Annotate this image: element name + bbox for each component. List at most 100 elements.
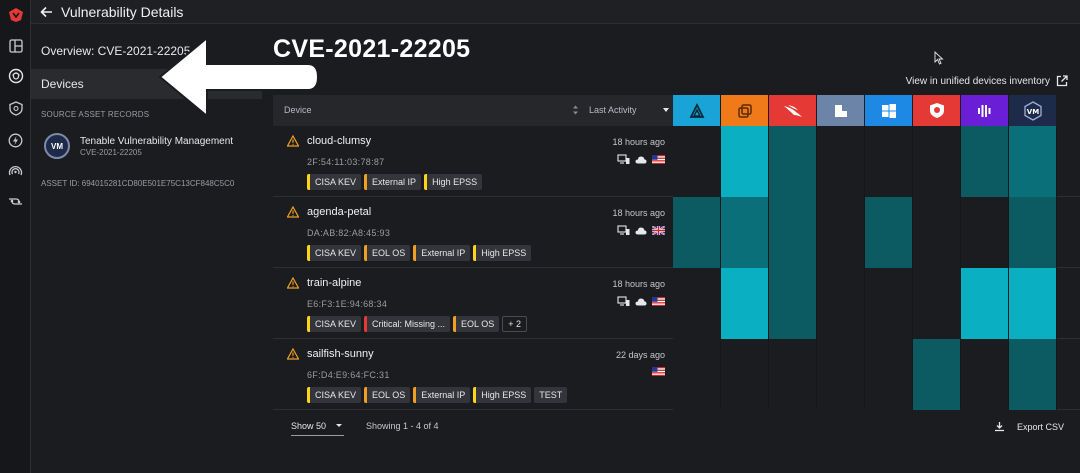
asset-id: ASSET ID: 694015281CD80E501E75C13CF848C5…	[41, 179, 235, 188]
view-inventory-label: View in unified devices inventory	[905, 75, 1050, 87]
source-cell[interactable]	[961, 126, 1009, 197]
falcon-logo-icon[interactable]	[769, 95, 817, 126]
devices-icon	[617, 296, 630, 307]
tag-badge: CISA KEV	[307, 387, 362, 403]
source-cell[interactable]	[673, 268, 721, 339]
tag-badge: CISA KEV	[307, 174, 362, 190]
source-cell[interactable]	[961, 339, 1009, 410]
mouse-cursor-icon	[934, 51, 944, 65]
source-cell[interactable]	[721, 339, 769, 410]
square-app-logo-icon[interactable]	[817, 95, 865, 126]
download-icon	[995, 422, 1004, 432]
dashboard-icon[interactable]	[0, 35, 31, 57]
table-row[interactable]: sailfish-sunny 6F:D4:E9:64:FC:31 CISA KE…	[273, 339, 1080, 410]
top-bar: Vulnerability Details	[31, 0, 1080, 24]
tag-badge: TEST	[534, 387, 568, 403]
device-name[interactable]: agenda-petal	[307, 206, 372, 218]
source-cell[interactable]	[817, 268, 865, 339]
devices-icon	[617, 154, 630, 165]
source-cell[interactable]	[865, 197, 913, 268]
stack-logo-icon[interactable]	[721, 95, 769, 126]
warning-icon	[287, 277, 299, 289]
tag-badge: EOL OS	[453, 316, 500, 332]
source-cell[interactable]	[769, 197, 817, 268]
source-cell[interactable]	[769, 268, 817, 339]
source-cell[interactable]	[865, 126, 913, 197]
device-name[interactable]: sailfish-sunny	[307, 348, 374, 360]
tag-badge: EOL OS	[364, 245, 411, 261]
lightning-icon[interactable]	[0, 129, 31, 151]
source-cell[interactable]	[913, 126, 961, 197]
source-cell[interactable]	[817, 197, 865, 268]
vulnerability-icon[interactable]	[0, 65, 31, 87]
external-link-icon	[1056, 75, 1068, 87]
source-cell[interactable]	[1009, 268, 1057, 339]
svg-text:VM: VM	[1026, 108, 1038, 116]
export-csv-button[interactable]: Export CSV	[994, 421, 1064, 432]
tag-badge: External IP	[364, 174, 422, 190]
page-size-select[interactable]: Show 50	[291, 421, 345, 436]
devices-icon	[617, 225, 630, 236]
more-tags-button[interactable]: + 2	[502, 316, 527, 332]
back-arrow-icon[interactable]	[31, 0, 61, 24]
sort-icon[interactable]	[572, 104, 579, 116]
device-name[interactable]: train-alpine	[307, 277, 362, 289]
page-size-label: Show 50	[291, 421, 327, 431]
source-record-subtitle: CVE-2021-22205	[80, 147, 142, 157]
source-cell[interactable]	[913, 268, 961, 339]
source-cell[interactable]	[817, 339, 865, 410]
connectors-icon[interactable]	[0, 190, 31, 212]
radar-icon[interactable]	[0, 160, 31, 182]
source-cell[interactable]	[913, 197, 961, 268]
last-activity: 22 days ago	[615, 350, 665, 360]
source-cell[interactable]	[721, 197, 769, 268]
source-cell[interactable]	[817, 126, 865, 197]
cloud-icon	[635, 227, 647, 235]
source-cell[interactable]	[673, 126, 721, 197]
source-record-item[interactable]: VM Tenable Vulnerability Management CVE-…	[41, 129, 256, 163]
source-cell[interactable]	[721, 268, 769, 339]
column-header-last-activity[interactable]: Last Activity	[589, 105, 637, 115]
source-cell[interactable]	[1009, 339, 1057, 410]
shield-logo-icon[interactable]	[913, 95, 961, 126]
column-header-device[interactable]: Device	[284, 105, 312, 115]
overview-link[interactable]: Overview: CVE-2021-22205	[41, 44, 191, 58]
triangle-a-logo-icon[interactable]	[673, 95, 721, 126]
table-row[interactable]: agenda-petal DA:AB:82:A8:45:93 CISA KEV …	[273, 197, 1080, 268]
us-flag-icon	[652, 367, 665, 376]
devices-table: cloud-clumsy 2F:54:11:03:78:87 CISA KEV …	[273, 126, 1080, 410]
tag-badge: High EPSS	[424, 174, 483, 190]
pagination-summary: Showing 1 - 4 of 4	[366, 421, 439, 431]
source-cell[interactable]	[673, 339, 721, 410]
bars-logo-icon[interactable]	[961, 95, 1009, 126]
vm-logo-icon[interactable]: VM	[1009, 95, 1057, 126]
source-cell[interactable]	[865, 268, 913, 339]
source-cell[interactable]	[913, 339, 961, 410]
source-cell[interactable]	[961, 268, 1009, 339]
source-cell[interactable]	[865, 339, 913, 410]
annotation-arrow-icon	[158, 36, 320, 118]
view-inventory-link[interactable]: View in unified devices inventory	[906, 75, 1068, 87]
last-activity: 18 hours ago	[612, 279, 665, 289]
device-name[interactable]: cloud-clumsy	[307, 135, 372, 147]
source-cell[interactable]	[1009, 126, 1057, 197]
warning-icon	[287, 348, 299, 360]
app-logo-icon[interactable]	[0, 4, 31, 26]
source-cell[interactable]	[769, 339, 817, 410]
source-cell[interactable]	[721, 126, 769, 197]
device-mac: DA:AB:82:A8:45:93	[307, 228, 391, 238]
windows-logo-icon[interactable]	[865, 95, 913, 126]
tag-badge: CISA KEV	[307, 316, 362, 332]
sort-descending-icon[interactable]	[662, 106, 670, 114]
source-cell[interactable]	[961, 197, 1009, 268]
page-title: CVE-2021-22205	[273, 35, 471, 63]
tag-badge: Critical: Missing ...	[364, 316, 451, 332]
cloud-icon	[635, 156, 647, 164]
table-row[interactable]: train-alpine E6:F3:1E:94:68:34 CISA KEV …	[273, 268, 1080, 339]
tag-badge: External IP	[413, 387, 471, 403]
table-row[interactable]: cloud-clumsy 2F:54:11:03:78:87 CISA KEV …	[273, 126, 1080, 197]
source-cell[interactable]	[1009, 197, 1057, 268]
shield-icon[interactable]	[0, 97, 31, 119]
source-cell[interactable]	[769, 126, 817, 197]
source-cell[interactable]	[673, 197, 721, 268]
